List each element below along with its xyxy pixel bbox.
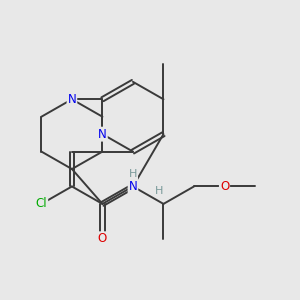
Text: H: H — [155, 186, 164, 196]
Text: O: O — [220, 180, 229, 193]
Text: N: N — [129, 180, 137, 193]
Text: O: O — [98, 232, 107, 245]
Text: N: N — [68, 93, 76, 106]
Text: H: H — [129, 169, 137, 179]
Text: Cl: Cl — [36, 197, 47, 210]
Text: N: N — [98, 128, 107, 141]
